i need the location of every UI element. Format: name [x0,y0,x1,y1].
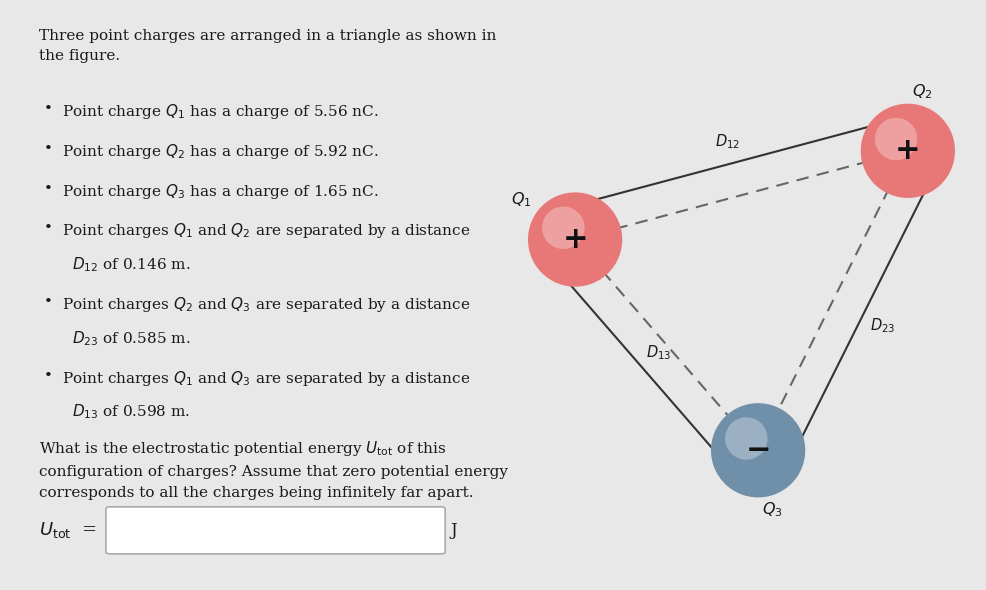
Text: $U_{\mathrm{tot}}$  =: $U_{\mathrm{tot}}$ = [38,520,97,540]
Text: Three point charges are arranged in a triangle as shown in
the figure.: Three point charges are arranged in a tr… [38,29,496,63]
Text: Point charges $Q_1$ and $Q_2$ are separated by a distance: Point charges $Q_1$ and $Q_2$ are separa… [62,221,470,240]
Text: J: J [451,522,458,539]
Text: What is the electrostatic potential energy $U_{\mathrm{tot}}$ of this
configurat: What is the electrostatic potential ener… [38,440,507,500]
Text: −: − [744,436,770,465]
Text: •: • [43,142,52,156]
Text: Point charges $Q_1$ and $Q_3$ are separated by a distance: Point charges $Q_1$ and $Q_3$ are separa… [62,369,470,388]
Circle shape [874,118,916,160]
FancyBboxPatch shape [106,507,445,554]
Circle shape [725,417,767,460]
Text: Point charges $Q_2$ and $Q_3$ are separated by a distance: Point charges $Q_2$ and $Q_3$ are separa… [62,295,470,314]
Circle shape [710,403,805,497]
Text: •: • [43,103,52,116]
Text: +: + [562,225,588,254]
Text: $D_{23}$: $D_{23}$ [869,316,894,335]
Text: $Q_1$: $Q_1$ [510,190,530,209]
Text: Point charge $Q_2$ has a charge of 5.92 nC.: Point charge $Q_2$ has a charge of 5.92 … [62,142,379,161]
Text: •: • [43,221,52,235]
Text: $D_{13}$ of 0.598 m.: $D_{13}$ of 0.598 m. [72,402,189,421]
Text: •: • [43,182,52,196]
Text: $Q_3$: $Q_3$ [761,500,782,519]
Text: $D_{12}$ of 0.146 m.: $D_{12}$ of 0.146 m. [72,255,190,274]
Text: $D_{12}$: $D_{12}$ [714,132,740,151]
Text: Point charge $Q_3$ has a charge of 1.65 nC.: Point charge $Q_3$ has a charge of 1.65 … [62,182,379,201]
Text: +: + [894,136,920,165]
Text: Point charge $Q_1$ has a charge of 5.56 nC.: Point charge $Q_1$ has a charge of 5.56 … [62,103,379,122]
Text: $D_{23}$ of 0.585 m.: $D_{23}$ of 0.585 m. [72,329,190,348]
Text: $D_{13}$: $D_{13}$ [645,343,670,362]
Circle shape [541,206,584,249]
Text: •: • [43,295,52,309]
Text: •: • [43,369,52,383]
Text: $Q_2$: $Q_2$ [911,83,932,101]
Circle shape [528,192,621,287]
Circle shape [860,104,954,198]
